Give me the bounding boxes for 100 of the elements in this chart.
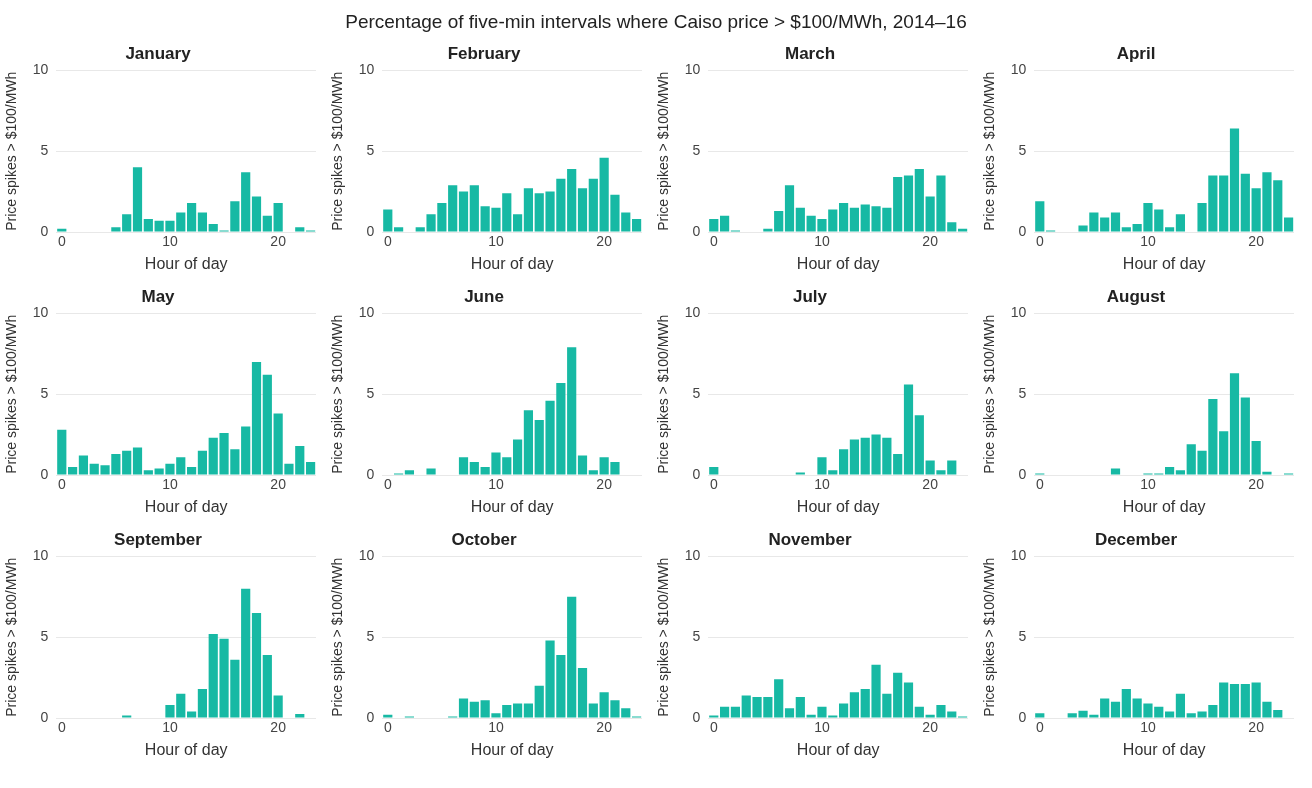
y-tick-label: 10 — [1010, 304, 1027, 321]
bar — [1110, 468, 1121, 475]
x-tick-label: 0 — [709, 233, 718, 250]
bar — [1100, 698, 1110, 718]
bar — [197, 688, 208, 718]
chart-title: December — [1094, 529, 1178, 549]
y-tick-label: 5 — [366, 628, 375, 645]
y-tick-label: 5 — [692, 142, 701, 159]
x-tick-label: 10 — [488, 233, 504, 250]
y-axis-title: Price spikes > $100/MWh — [655, 71, 672, 231]
bar — [957, 228, 968, 232]
bar — [1219, 431, 1229, 475]
y-tick-label: 5 — [40, 385, 49, 402]
x-axis-title: Hour of day — [1122, 254, 1206, 272]
bar — [143, 219, 153, 232]
bar — [763, 228, 773, 232]
text: Percentage of five-min intervals where Caiso price > $100/MWh, 2014–16 — [344, 10, 968, 34]
bar — [631, 219, 642, 232]
bar — [448, 185, 458, 232]
x-tick-label: 20 — [1248, 233, 1265, 250]
y-tick-label: 5 — [366, 385, 375, 402]
bar — [1035, 201, 1045, 232]
bar — [914, 168, 924, 232]
bar — [839, 703, 849, 718]
x-axis-title: Hour of day — [1122, 497, 1206, 515]
bar — [1219, 682, 1229, 718]
bar — [1283, 217, 1294, 232]
bar — [774, 210, 784, 232]
x-axis-title: Hour of day — [796, 740, 880, 758]
bar — [1100, 217, 1110, 232]
x-tick-label: 20 — [922, 476, 939, 493]
x-tick-label: 10 — [488, 476, 504, 493]
y-tick-label: 0 — [692, 708, 701, 725]
bar — [914, 706, 924, 718]
x-tick-label: 0 — [57, 233, 66, 250]
x-tick-label: 10 — [814, 233, 830, 250]
bar — [251, 196, 262, 232]
y-axis-title: Price spikes > $100/MWh — [329, 557, 346, 717]
chart-title: October — [451, 529, 517, 549]
bar — [567, 347, 577, 475]
bar — [914, 415, 924, 475]
y-axis-title: Price spikes > $100/MWh — [981, 557, 998, 717]
bar — [709, 219, 719, 232]
bar — [122, 214, 132, 232]
bar — [57, 228, 67, 232]
bar — [469, 701, 479, 718]
bar — [132, 447, 143, 475]
chart-title: November — [768, 529, 852, 549]
x-axis-title: Hour of day — [470, 497, 554, 515]
y-tick-label: 0 — [692, 465, 701, 482]
bar — [839, 449, 849, 475]
bar — [197, 212, 208, 232]
x-tick-label: 20 — [1248, 719, 1265, 736]
bar — [426, 468, 436, 475]
bar — [383, 209, 393, 232]
bar — [577, 188, 588, 232]
y-tick-label: 5 — [692, 628, 701, 645]
y-axis-title: Price spikes > $100/MWh — [329, 71, 346, 231]
bar — [1110, 212, 1121, 232]
chart-title: March — [784, 43, 836, 63]
bar — [458, 698, 469, 718]
y-tick-label: 5 — [366, 142, 375, 159]
y-axis-title: Price spikes > $100/MWh — [655, 557, 672, 717]
bar — [197, 450, 208, 475]
bar — [1240, 397, 1250, 475]
x-tick-label: 10 — [1140, 233, 1156, 250]
chart-title: February — [447, 43, 521, 63]
bar — [1165, 227, 1175, 232]
bar — [730, 706, 741, 718]
x-tick-label: 20 — [270, 719, 287, 736]
bar — [458, 191, 469, 232]
bar — [1121, 227, 1131, 232]
y-tick-label: 0 — [40, 708, 49, 725]
y-tick-label: 10 — [1010, 547, 1027, 564]
bar — [588, 703, 598, 718]
x-tick-label: 20 — [596, 476, 613, 493]
bar — [903, 384, 914, 475]
chart-title: June — [464, 286, 504, 306]
x-tick-label: 0 — [1035, 476, 1044, 493]
chart-title: January — [125, 43, 192, 63]
y-tick-label: 10 — [32, 61, 49, 78]
bar — [394, 227, 404, 232]
bar — [1240, 684, 1250, 718]
bar — [241, 588, 251, 718]
bar — [523, 410, 534, 475]
x-axis-title: Hour of day — [470, 740, 554, 758]
bar — [187, 466, 197, 475]
y-tick-label: 10 — [684, 547, 701, 564]
x-axis-title: Hour of day — [144, 740, 228, 758]
bar — [273, 695, 283, 718]
x-tick-label: 20 — [922, 233, 939, 250]
bar — [187, 202, 197, 232]
bar — [784, 185, 795, 232]
x-tick-label: 10 — [162, 476, 178, 493]
bar — [588, 178, 598, 232]
x-tick-label: 10 — [814, 719, 830, 736]
x-tick-label: 20 — [1248, 476, 1265, 493]
bar — [143, 470, 153, 475]
x-tick-label: 10 — [162, 719, 178, 736]
y-axis-title: Price spikes > $100/MWh — [329, 314, 346, 474]
